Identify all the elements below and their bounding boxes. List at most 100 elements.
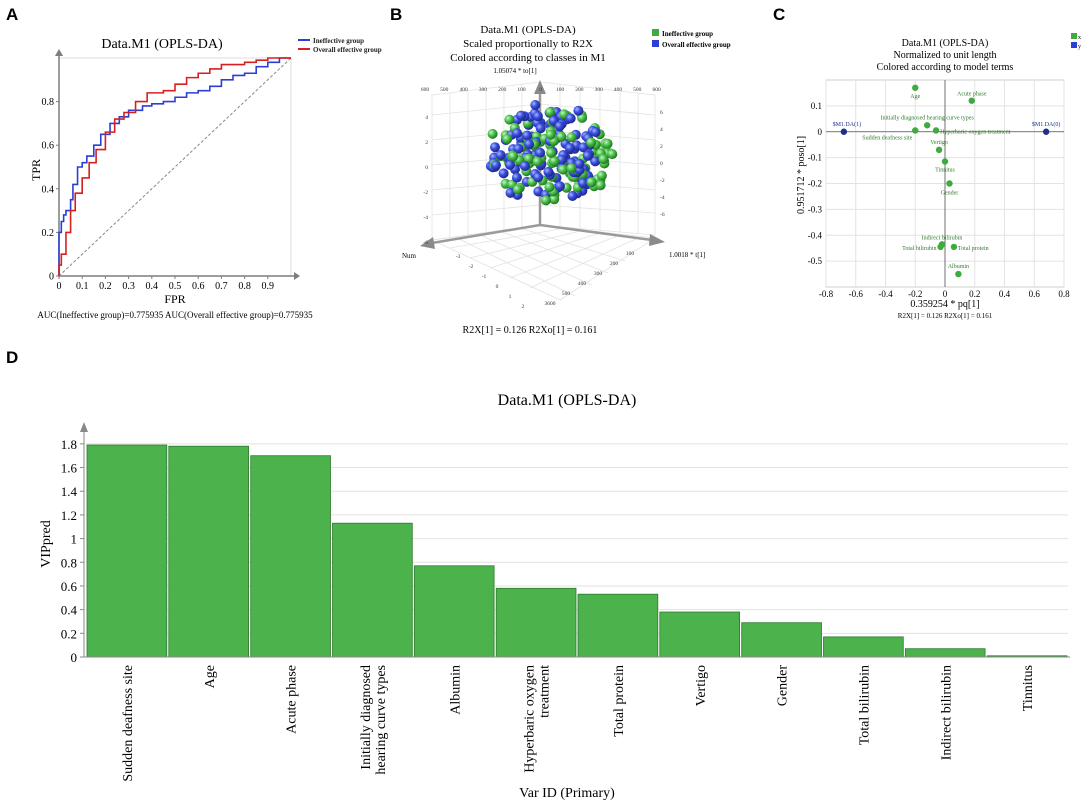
b-top-tick-label: 200 (575, 87, 584, 93)
b-point-effective (565, 113, 576, 124)
d-bar (823, 636, 904, 658)
legend-label-ineffective: Ineffective group (313, 37, 364, 45)
roc-x-tick-label: 0.1 (76, 281, 89, 292)
b-point-effective (554, 121, 565, 132)
b-top-tick-label: 500 (440, 87, 449, 93)
b-point-effective (511, 172, 522, 183)
d-category-label: treatment (538, 665, 553, 718)
c-x-tick-label: -0.4 (878, 289, 893, 299)
roc-y-tick-label: 0 (49, 272, 54, 283)
c-point-label: Hyperbaric oxygen treatment (940, 129, 1011, 135)
b-point-effective (519, 161, 530, 171)
c-x-tick-label: -0.2 (908, 289, 922, 299)
b-title-line-2: Scaled proportionally to R2X (463, 38, 593, 50)
b-point-effective (498, 168, 509, 179)
c-point-response (840, 128, 848, 135)
b-left-tick-label: 0 (425, 165, 428, 171)
c-y-tick-label: -0.2 (808, 179, 822, 189)
b-footer: R2X[1] = 0.126 R2Xo[1] = 0.161 (463, 325, 598, 336)
d-y-tick-label: 1.2 (61, 508, 77, 523)
d-bar (250, 455, 331, 658)
b-top-tick-label: 100 (556, 87, 565, 93)
b-point-ineffective (504, 114, 515, 125)
roc-curve-ineffective (58, 57, 291, 276)
b-top-tick-label: 400 (614, 87, 623, 93)
c-point-label: $M1.DA(0) (1032, 121, 1061, 128)
roc-x-tick-label: 0.6 (192, 281, 205, 292)
b-top-tick-label: 0 (539, 87, 542, 93)
b-top-tick-label: 300 (595, 87, 604, 93)
b-floor-tick-label: -1 (482, 274, 487, 280)
b-floor-tick-label: 200 (610, 261, 619, 267)
b-axis-right-label: 1.0018 * t[1] (669, 251, 705, 259)
roc-chart: Data.M1 (OPLS-DA) Ineffective group Over… (29, 37, 382, 320)
b-axis-vertical-arrow (534, 80, 546, 94)
roc-diagonal-reference (58, 57, 292, 277)
d-bar (86, 444, 168, 658)
d-bar (332, 522, 413, 658)
b-point-effective (578, 142, 589, 153)
d-y-tick-label: 1.6 (61, 461, 78, 476)
panel-label-d: D (6, 348, 18, 367)
b-top-tick-label: 600 (421, 87, 430, 93)
b-left-tick-label: 4 (425, 115, 428, 121)
d-category-label: Age (203, 665, 218, 688)
b-top-tick-label: 100 (517, 87, 526, 93)
panel-label-a: A (6, 5, 18, 24)
d-category-label: Total protein (612, 665, 627, 737)
b-point-ineffective (487, 128, 498, 139)
b-point-ineffective (532, 156, 543, 167)
roc-y-axis-arrow (55, 49, 63, 56)
roc-x-tick-label: 0.5 (169, 281, 182, 292)
b-floor-tick-label: 1 (509, 294, 512, 300)
b-floor-tick-label: 0 (496, 284, 499, 290)
c-x-tick-label: -0.8 (819, 289, 834, 299)
c-y-tick-label: -0.5 (808, 256, 823, 266)
roc-x-label: FPR (164, 292, 185, 306)
roc-x-tick-label: 0.2 (99, 281, 112, 292)
b-point-ineffective (586, 137, 597, 148)
b-title-line-1: Data.M1 (OPLS-DA) (480, 24, 576, 36)
b-point-ineffective (556, 131, 567, 142)
b-floor-tick-label: 2 (522, 304, 525, 310)
b-right-tick-label: 6 (660, 110, 663, 116)
b-point-ineffective (598, 154, 609, 165)
b-right-tick-label: -4 (660, 195, 665, 201)
b-legend-effective: Overall effective group (662, 41, 731, 49)
b-legend-swatch-effective (652, 40, 659, 47)
c-point-label: Tinnitus (935, 168, 955, 174)
b-axis-right-arrow (649, 234, 665, 246)
b-point-effective (513, 143, 524, 154)
b-top-tick-label: 400 (459, 87, 468, 93)
roc-x-tick-label: 0.9 (262, 281, 275, 292)
b-right-tick-label: -2 (660, 178, 665, 184)
legend-label-effective: Overall effective group (313, 46, 382, 54)
c-x-tick-label: 0.6 (1029, 289, 1041, 299)
c-point-term (912, 84, 919, 91)
loading-scatter-chart: Data.M1 (OPLS-DA) Normalized to unit len… (796, 33, 1081, 320)
b-axis-left-arrow (420, 237, 435, 249)
b-floor-tick-label: -2 (469, 264, 474, 270)
b-point-ineffective (540, 195, 551, 206)
b-top-tick-label: 500 (633, 87, 642, 93)
d-bar (741, 622, 822, 658)
b-left-tick-label: 2 (425, 140, 428, 146)
d-category-label: Albumin (448, 665, 463, 715)
vip-bar-chart: Data.M1 (OPLS-DA) 0 0.2 0.4 0.6 0.8 1 1.2 1.4 1.… (39, 392, 1070, 801)
c-y-tick-label: 0.1 (811, 101, 822, 111)
b-point-ineffective (544, 182, 555, 193)
d-category-label: Tinnitus (1021, 665, 1036, 711)
c-point-label: Gender (941, 191, 959, 197)
c-title-line-1: Data.M1 (OPLS-DA) (902, 38, 989, 49)
d-bar (659, 611, 740, 658)
d-category-label: Gender (776, 665, 791, 707)
c-point-label: Total bilirubin (902, 246, 936, 252)
c-x-tick-label: 0 (943, 289, 948, 299)
b-legend-ineffective: Ineffective group (662, 30, 713, 38)
d-category-label: Indirect bilirubin (939, 665, 954, 760)
b-point-effective (582, 150, 593, 161)
b-point-effective (512, 128, 523, 139)
b-left-tick-label: -2 (423, 190, 428, 196)
c-point-label: Albumin (948, 264, 969, 270)
